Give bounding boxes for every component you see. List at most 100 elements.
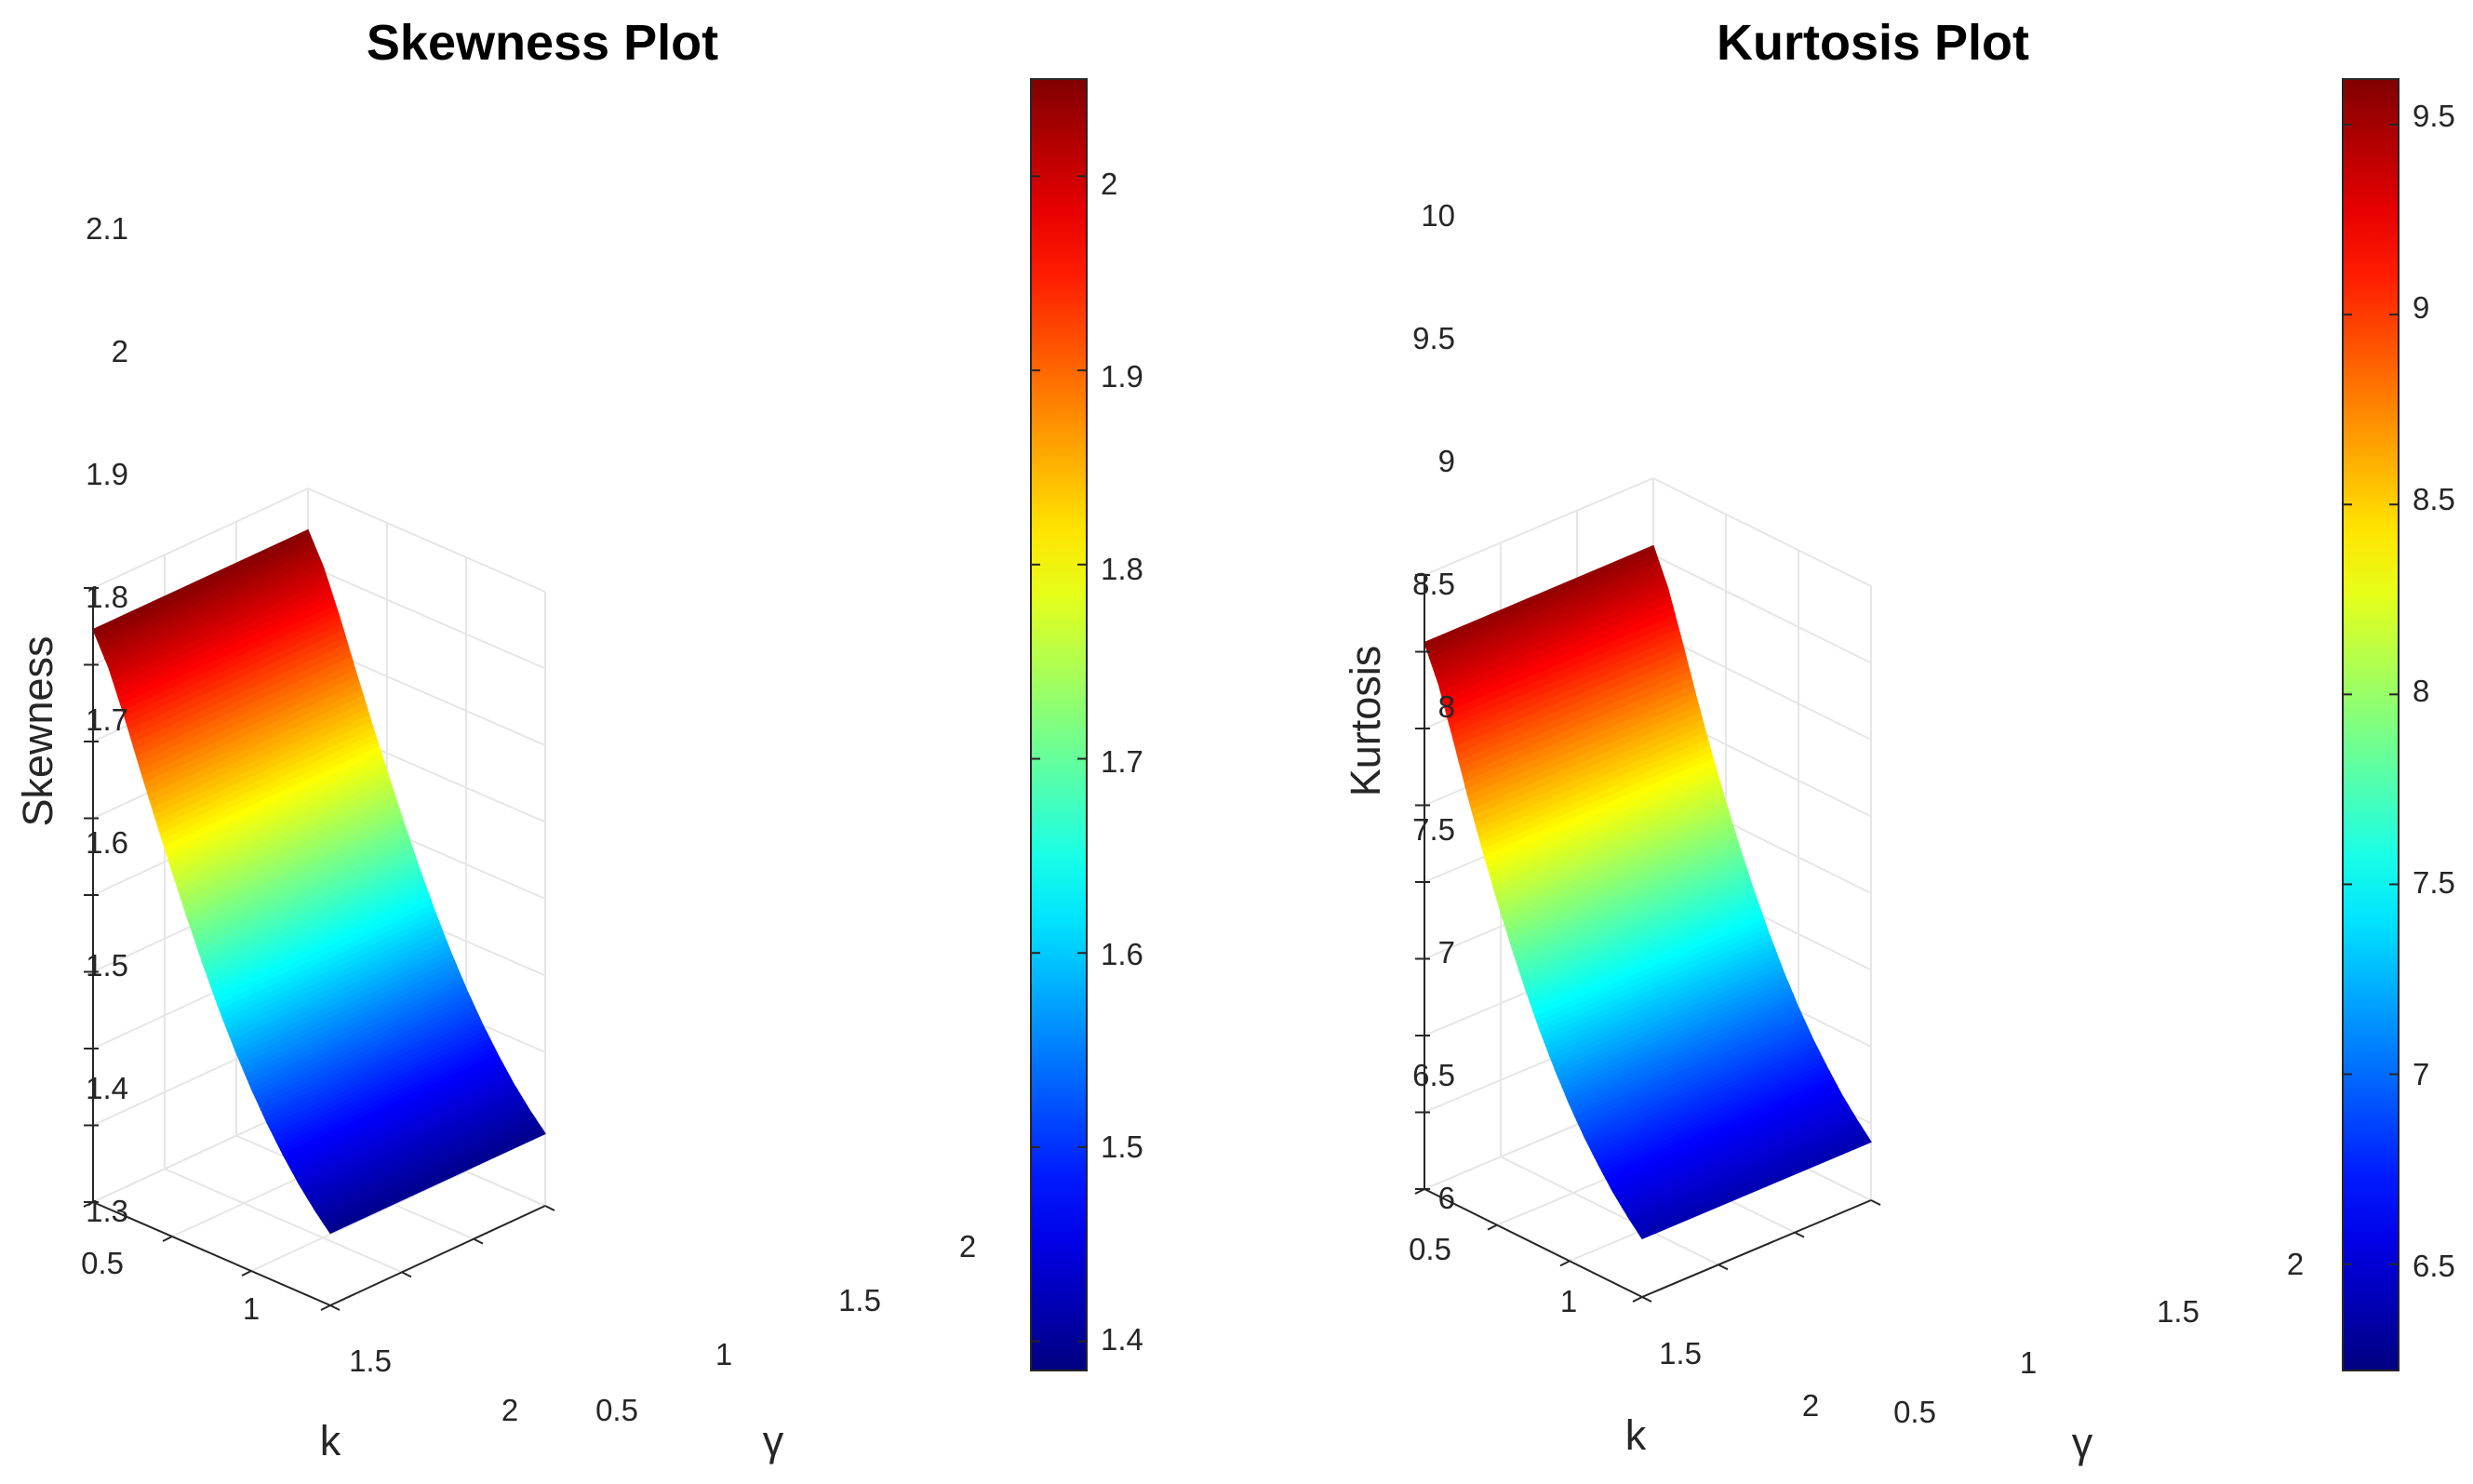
x-tick-label: 1.5 xyxy=(349,1344,392,1378)
colorbar-tick-marks xyxy=(2343,123,2399,1265)
surface xyxy=(1424,544,1872,1240)
colorbar-tick-marks xyxy=(1031,175,1087,1343)
plot-title: Skewness Plot xyxy=(367,15,718,71)
colorbar-tick-label: 7.5 xyxy=(2413,865,2455,900)
colorbar-tick-label: 1.7 xyxy=(1101,744,1143,779)
y-tick-label: 1.5 xyxy=(838,1283,881,1317)
z-tick-label: 6.5 xyxy=(1412,1058,1455,1092)
colorbar: 6.5 7 7.5 8 8.5 9 9.5 xyxy=(2342,78,2455,1371)
z-tick-label: 1.6 xyxy=(86,825,128,860)
y-tick-label: 1 xyxy=(715,1337,732,1371)
colorbar-tick-label: 9.5 xyxy=(2413,99,2455,133)
colorbar-tick-label: 1.6 xyxy=(1101,937,1143,971)
y-axis-label: γ xyxy=(763,1417,784,1464)
z-tick-label: 10 xyxy=(1421,198,1455,233)
colorbar-tick-label: 8.5 xyxy=(2413,482,2455,516)
y-tick-mark xyxy=(329,1304,341,1311)
x-tick-mark xyxy=(241,1270,252,1277)
colorbar-tick-label: 7 xyxy=(2413,1057,2429,1091)
x-tick-mark xyxy=(1487,1223,1498,1231)
y-tick-mark xyxy=(1870,1199,1881,1206)
z-tick-label: 7 xyxy=(1438,935,1455,969)
z-tick-labels: 6 6.5 7 7.5 8 8.5 9 9.5 10 xyxy=(1412,198,1455,1215)
colorbar-gradient xyxy=(1030,78,1088,1371)
colorbar-tick-label: 6.5 xyxy=(2413,1249,2455,1283)
x-axis-line xyxy=(1424,1188,1643,1298)
grid-line xyxy=(92,488,309,589)
z-tick-label: 1.5 xyxy=(86,948,128,983)
grid-line xyxy=(307,564,546,670)
colorbar-tick-label: 9 xyxy=(2413,290,2429,325)
grid-line xyxy=(1652,477,1872,587)
y-tick-mark xyxy=(1718,1263,1729,1271)
z-tick-label: 2 xyxy=(112,334,128,368)
z-tick-label: 1.3 xyxy=(86,1194,128,1228)
x-axis-label: k xyxy=(1625,1411,1647,1459)
y-tick-label: 2 xyxy=(959,1229,976,1263)
y-tick-mark xyxy=(1794,1231,1805,1238)
axes xyxy=(83,587,555,1311)
x-tick-mark xyxy=(162,1236,173,1242)
colorbar-gradient xyxy=(2342,78,2399,1371)
z-tick-label: 6 xyxy=(1438,1181,1455,1215)
x-tick-label: 2 xyxy=(501,1393,518,1427)
y-tick-mark xyxy=(401,1271,412,1278)
colorbar-tick-label: 1.4 xyxy=(1101,1322,1143,1357)
x-tick-labels: 0.5 1 1.5 2 xyxy=(81,1246,518,1427)
colorbar-tick-label: 1.8 xyxy=(1101,552,1143,586)
z-tick-label: 1.9 xyxy=(86,457,128,491)
y-axis-line xyxy=(329,1205,546,1306)
kurtosis-plot: Kurtosis Plot 6 6.5 7 7.5 8 8.5 9 9.5 10… xyxy=(1342,15,2455,1466)
z-tick-label: 9.5 xyxy=(1412,321,1455,355)
y-tick-label: 2 xyxy=(2287,1247,2304,1281)
x-tick-label: 0.5 xyxy=(81,1246,124,1280)
z-tick-labels: 1.3 1.4 1.5 1.6 1.7 1.8 1.9 2 2.1 xyxy=(86,211,128,1228)
plot-title: Kurtosis Plot xyxy=(1717,15,2029,71)
z-tick-label: 9 xyxy=(1438,444,1455,478)
colorbar-tick-label: 2 xyxy=(1101,167,1117,201)
y-tick-labels: 0.5 1 1.5 2 xyxy=(1893,1247,2304,1429)
z-tick-label: 7.5 xyxy=(1412,812,1455,847)
z-tick-label: 1.8 xyxy=(86,580,128,614)
skewness-plot: Skewness Plot 1.3 1.4 1.5 1.6 1.7 1.8 1.… xyxy=(14,15,1143,1464)
x-tick-label: 0.5 xyxy=(1409,1232,1451,1266)
grid-line xyxy=(307,488,546,593)
y-tick-label: 0.5 xyxy=(1893,1395,1936,1429)
z-tick-label: 8 xyxy=(1438,689,1455,724)
y-tick-mark xyxy=(544,1205,555,1211)
z-axis-label: Kurtosis xyxy=(1342,646,1389,797)
axes xyxy=(1414,574,1881,1303)
y-tick-mark xyxy=(1641,1296,1652,1303)
y-tick-label: 1 xyxy=(2020,1345,2037,1380)
x-tick-mark xyxy=(320,1304,331,1311)
grid-line xyxy=(250,1170,467,1272)
y-tick-mark xyxy=(473,1237,484,1245)
colorbar-tick-label: 1.9 xyxy=(1101,359,1143,394)
grid-line xyxy=(1500,1156,1719,1266)
y-axis-label: γ xyxy=(2072,1419,2093,1466)
x-tick-label: 2 xyxy=(1802,1388,1819,1423)
grid-line xyxy=(1652,631,1872,741)
y-tick-label: 1.5 xyxy=(2157,1294,2199,1329)
z-tick-label: 1.7 xyxy=(86,702,128,737)
x-tick-label: 1.5 xyxy=(1659,1336,1702,1370)
y-tick-label: 0.5 xyxy=(595,1393,638,1427)
surface-patch xyxy=(1639,1138,1872,1240)
grid-line xyxy=(1652,554,1872,664)
x-tick-label: 1 xyxy=(1560,1284,1577,1318)
z-tick-label: 2.1 xyxy=(86,211,128,246)
x-tick-label: 1 xyxy=(243,1291,260,1326)
x-tick-mark xyxy=(83,1201,94,1208)
x-tick-mark xyxy=(1632,1296,1643,1303)
colorbar: 1.4 1.5 1.6 1.7 1.8 1.9 2 xyxy=(1030,78,1143,1371)
colorbar-tick-label: 1.5 xyxy=(1101,1130,1143,1164)
surface-patch xyxy=(328,1130,546,1235)
x-axis-line xyxy=(92,1201,331,1306)
z-tick-label: 8.5 xyxy=(1412,567,1455,601)
colorbar-tick-label: 8 xyxy=(2413,674,2429,708)
x-tick-mark xyxy=(1414,1188,1425,1195)
surface xyxy=(92,528,546,1235)
y-axis-line xyxy=(1641,1199,1872,1298)
z-axis-label: Skewness xyxy=(14,635,61,826)
